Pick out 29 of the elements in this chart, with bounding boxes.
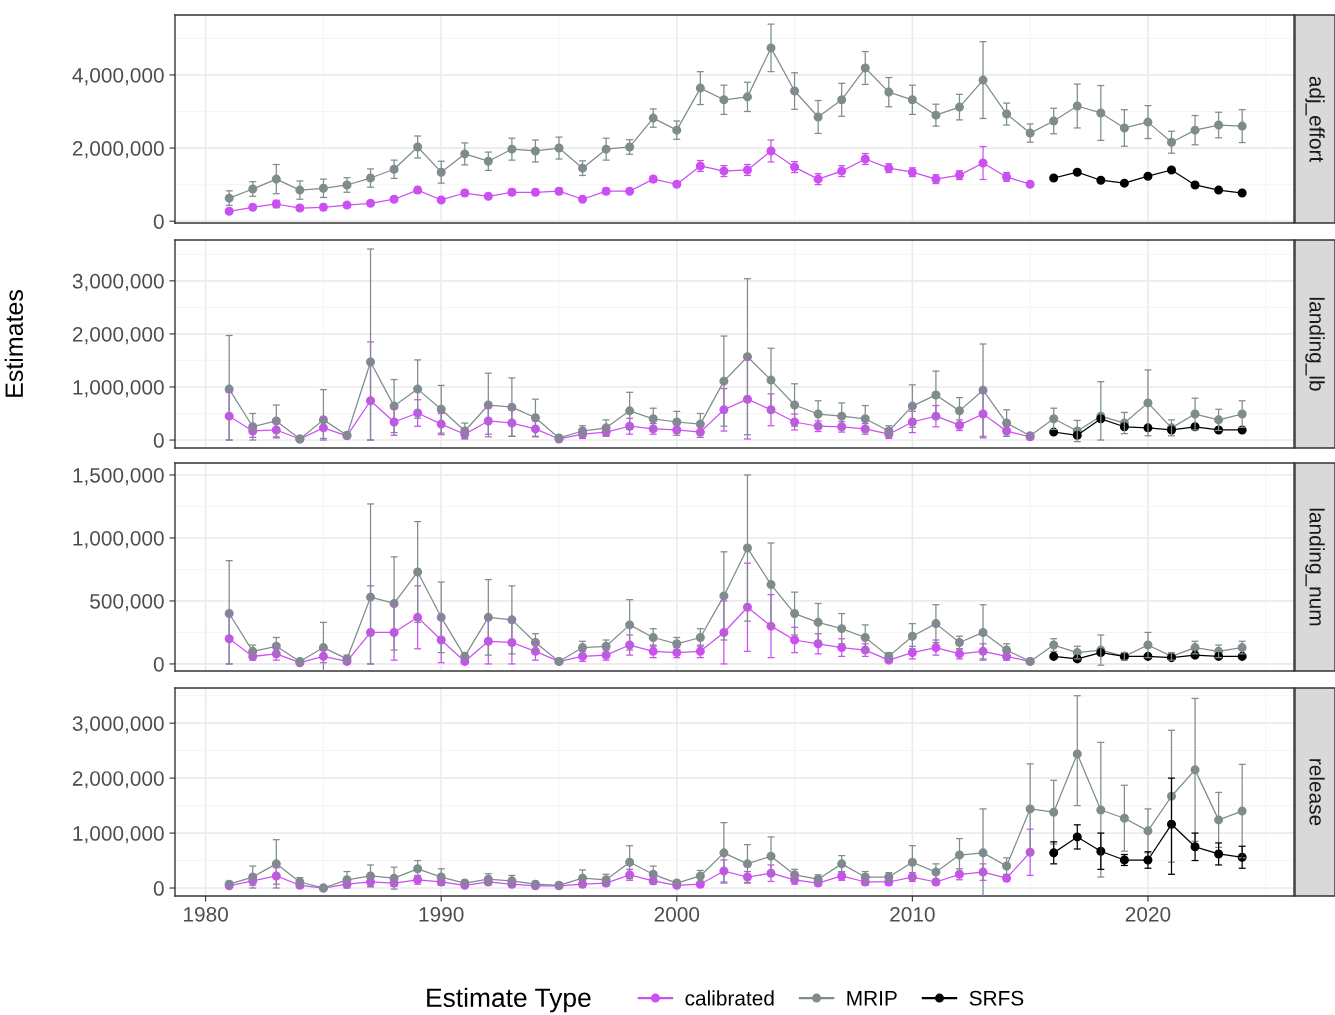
y-tick-label: 2,000,000 (72, 771, 164, 789)
y-tick-label: 0 (153, 214, 164, 229)
y-tick-label: 1,000,000 (73, 379, 164, 398)
y-tick-label: 3,000,000 (72, 716, 164, 734)
text: landing_num (1305, 508, 1325, 626)
legend-label: SRFS (969, 990, 1024, 1006)
x-tick-label: 2020 (1125, 906, 1171, 922)
text: adj_effort (1305, 76, 1325, 163)
y-tick-label: 4,000,000 (72, 67, 164, 86)
y-tick-label: 3,000,000 (72, 273, 164, 292)
y-tick-label: 1,000,000 (73, 826, 164, 844)
legend-title: Estimate Type (427, 987, 591, 1013)
y-tick-label: 0 (153, 881, 164, 896)
y-tick-label: 0 (153, 433, 164, 448)
x-tick-label: 2010 (890, 906, 935, 922)
text: landing_lb (1305, 297, 1325, 391)
y-axis-title: Estimates (4, 290, 24, 397)
x-tick-label: 2000 (654, 906, 700, 922)
x-tick-label: 1990 (419, 906, 464, 922)
legend-label: calibrated (685, 990, 774, 1006)
y-tick-label: 0 (153, 656, 164, 672)
x-tick-label: 1980 (184, 906, 228, 922)
text: release (1309, 759, 1325, 826)
legend-label: MRIP (847, 991, 897, 1006)
y-tick-label: 2,000,000 (72, 141, 164, 159)
y-tick-label: 1,000,000 (73, 530, 164, 549)
y-tick-label: 1,500,000 (73, 467, 164, 486)
y-tick-label: 500,000 (90, 593, 164, 612)
y-tick-label: 2,000,000 (72, 326, 164, 345)
